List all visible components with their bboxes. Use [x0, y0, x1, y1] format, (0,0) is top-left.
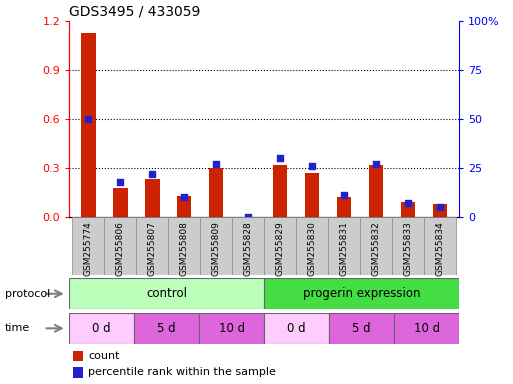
Text: GSM255808: GSM255808	[180, 222, 189, 276]
Text: 10 d: 10 d	[219, 322, 245, 335]
Text: 5 d: 5 d	[352, 322, 371, 335]
Bar	[134, 313, 199, 344]
Point	[404, 200, 412, 206]
Bar	[264, 217, 296, 275]
Point	[116, 179, 125, 185]
Bar	[73, 367, 83, 377]
Bar	[401, 202, 415, 217]
Point	[212, 161, 221, 167]
Text: GSM255806: GSM255806	[116, 222, 125, 276]
Bar	[329, 313, 394, 344]
Bar	[113, 188, 128, 217]
Text: GSM255832: GSM255832	[371, 222, 381, 276]
Bar	[145, 179, 160, 217]
Text: GSM255830: GSM255830	[308, 222, 317, 276]
Text: GSM255829: GSM255829	[275, 222, 285, 276]
Text: GSM255834: GSM255834	[436, 222, 444, 276]
Bar	[264, 313, 329, 344]
Point	[84, 116, 92, 122]
Point	[372, 161, 380, 167]
Bar	[168, 217, 200, 275]
Bar	[264, 278, 459, 309]
Text: GDS3495 / 433059: GDS3495 / 433059	[69, 5, 201, 18]
Bar	[200, 217, 232, 275]
Bar	[72, 217, 105, 275]
Bar	[81, 33, 95, 217]
Point	[436, 204, 444, 210]
Text: 5 d: 5 d	[157, 322, 176, 335]
Bar	[177, 196, 191, 217]
Bar	[337, 197, 351, 217]
Bar	[424, 217, 456, 275]
Point	[148, 171, 156, 177]
Text: count: count	[88, 351, 120, 361]
Text: GSM255774: GSM255774	[84, 222, 93, 276]
Text: 10 d: 10 d	[413, 322, 440, 335]
Bar	[392, 217, 424, 275]
Bar	[209, 168, 224, 217]
Text: protocol: protocol	[5, 289, 50, 299]
Bar	[69, 313, 134, 344]
Bar	[433, 204, 447, 217]
Text: GSM255807: GSM255807	[148, 222, 157, 276]
Point	[180, 194, 188, 200]
Text: time: time	[5, 323, 30, 333]
Bar	[369, 165, 383, 217]
Bar	[305, 173, 319, 217]
Bar	[232, 217, 264, 275]
Bar	[73, 351, 83, 361]
Text: progerin expression: progerin expression	[303, 287, 421, 300]
Text: GSM255828: GSM255828	[244, 222, 253, 276]
Point	[244, 214, 252, 220]
Text: 0 d: 0 d	[287, 322, 306, 335]
Point	[308, 163, 316, 169]
Bar	[105, 217, 136, 275]
Text: control: control	[146, 287, 187, 300]
Bar	[394, 313, 459, 344]
Text: GSM255833: GSM255833	[404, 222, 412, 276]
Text: GSM255831: GSM255831	[340, 222, 349, 276]
Text: GSM255809: GSM255809	[212, 222, 221, 276]
Bar	[296, 217, 328, 275]
Bar	[360, 217, 392, 275]
Point	[340, 192, 348, 199]
Bar	[136, 217, 168, 275]
Bar	[69, 278, 264, 309]
Text: 0 d: 0 d	[92, 322, 111, 335]
Bar	[328, 217, 360, 275]
Bar	[199, 313, 264, 344]
Bar	[273, 165, 287, 217]
Text: percentile rank within the sample: percentile rank within the sample	[88, 367, 276, 377]
Point	[276, 155, 284, 161]
